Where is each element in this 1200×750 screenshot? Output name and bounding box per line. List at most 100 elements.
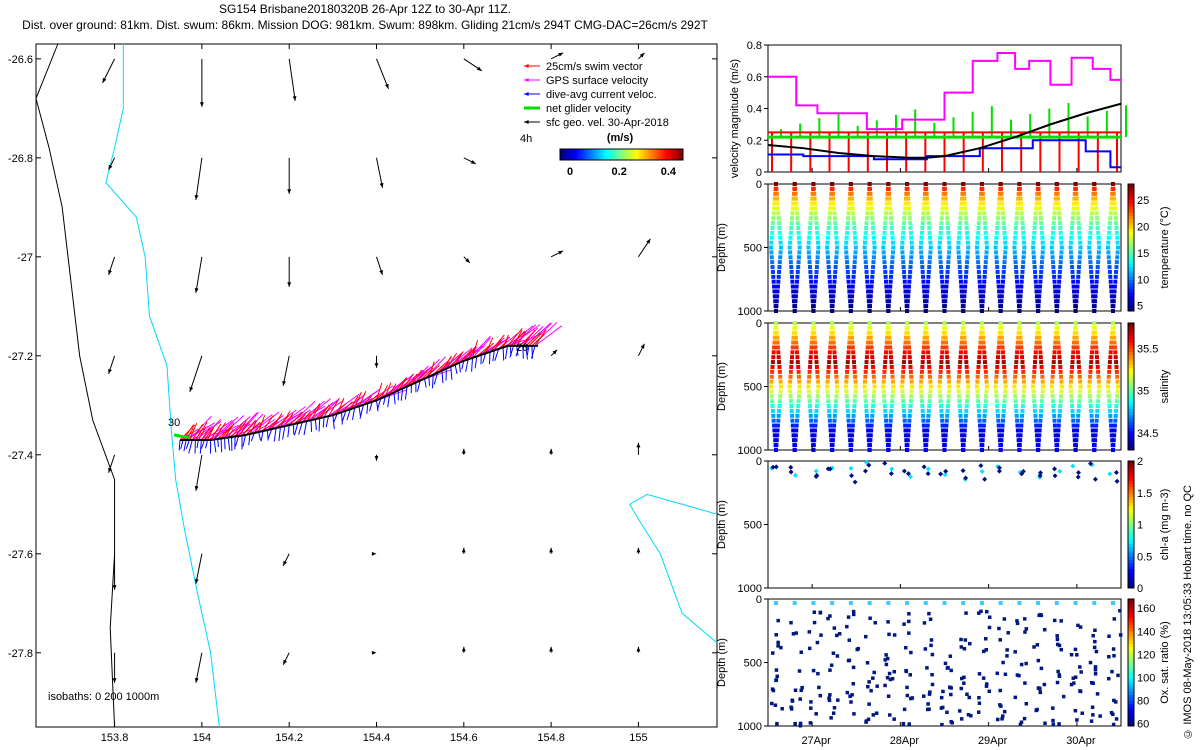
profile-sample — [965, 369, 970, 374]
profile-sample — [1075, 345, 1080, 350]
profile-sample — [775, 201, 780, 206]
sfc-velocity-arrow-head — [636, 646, 641, 652]
chl-sample — [996, 465, 1002, 471]
profile-sample — [883, 360, 888, 365]
colorbar-cell — [1128, 411, 1134, 416]
profile-sample — [1020, 265, 1025, 270]
profile-sample — [963, 284, 968, 289]
profile-sample — [790, 345, 795, 350]
profile-sample — [870, 360, 875, 365]
map-colorbar-cell — [576, 149, 579, 160]
profile-sample — [903, 335, 908, 340]
colorbar-cell — [1128, 608, 1134, 613]
profile-sample — [942, 309, 947, 313]
profile-sample — [812, 340, 817, 345]
velocity-tick-label: 0.4 — [747, 104, 762, 116]
profile-sample — [809, 340, 814, 345]
profile-sample — [994, 399, 999, 404]
profile-sample — [847, 196, 852, 201]
profile-sample — [891, 245, 896, 250]
profile-sample — [926, 408, 931, 413]
profile-sample — [1040, 240, 1045, 245]
profile-sample — [984, 394, 989, 399]
profile-sample — [1113, 418, 1118, 423]
profile-sample — [1114, 230, 1119, 235]
profile-sample — [1088, 404, 1093, 409]
colorbar-tick-label: 80 — [1137, 696, 1149, 708]
profile-sample — [844, 379, 849, 384]
profile-sample — [816, 245, 821, 250]
oxygen-sample — [1111, 647, 1116, 651]
oxygen-sample — [1111, 712, 1115, 717]
profile-sample — [978, 335, 983, 340]
colorbar-cell — [1128, 415, 1134, 419]
colorbar-cell — [1128, 672, 1134, 676]
profile-sample — [1017, 448, 1022, 452]
profile-sample — [806, 389, 811, 394]
profile-sample — [772, 294, 777, 299]
oxygen-sample — [851, 682, 856, 686]
profile-sample — [900, 384, 905, 389]
swim-vector — [349, 396, 359, 410]
profile-sample — [928, 240, 933, 245]
profile-sample — [1049, 245, 1054, 250]
profile-sample — [1055, 325, 1060, 330]
oxygen-sample — [1080, 711, 1085, 715]
profile-sample — [959, 284, 964, 289]
swim-vector — [241, 419, 257, 436]
profile-sample — [946, 369, 951, 374]
oxygen-sample — [928, 690, 932, 694]
oxygen-sample — [963, 638, 968, 642]
profile-sample — [888, 279, 893, 284]
profile-sample — [849, 304, 854, 309]
profile-sample — [1003, 250, 1008, 255]
profile-sample — [1052, 345, 1057, 350]
profile-sample — [956, 235, 961, 240]
profile-sample — [1055, 438, 1060, 443]
profile-sample — [999, 304, 1004, 309]
profile-sample — [890, 250, 895, 255]
profile-sample — [826, 369, 831, 374]
profile-sample — [830, 182, 835, 186]
profile-sample — [851, 408, 856, 413]
oxygen-sample — [1112, 617, 1117, 621]
profile-sample — [978, 340, 983, 345]
colorbar-cell — [1128, 703, 1134, 708]
profile-sample — [975, 389, 980, 394]
profile-sample — [996, 345, 1001, 350]
profile-sample — [994, 369, 999, 374]
profile-sample — [1038, 418, 1043, 423]
dac-vector — [369, 401, 373, 412]
oxygen-sample — [817, 685, 821, 690]
profile-sample — [887, 299, 892, 304]
map-y-tick-label: -27.2 — [8, 351, 33, 363]
profile-sample — [910, 245, 915, 250]
profile-sample — [1107, 260, 1112, 265]
colorbar-cell — [1128, 209, 1134, 214]
profile-sample — [845, 408, 850, 413]
profile-sample — [776, 418, 781, 423]
colorbar-cell — [1128, 713, 1134, 717]
oxygen-sample — [780, 706, 784, 711]
profile-sample — [887, 330, 892, 335]
profile-sample — [924, 191, 929, 196]
profile-sample — [1034, 345, 1039, 350]
profile-sample — [1032, 260, 1037, 265]
profile-sample — [977, 350, 982, 355]
profile-sample — [901, 230, 906, 235]
profile-sample — [926, 279, 931, 284]
profile-sample — [923, 448, 928, 452]
profile-sample — [793, 294, 798, 299]
profile-sample — [908, 404, 913, 409]
oxygen-sample — [771, 651, 775, 655]
profile-sample — [1092, 182, 1097, 186]
colorbar-cell — [1128, 643, 1134, 648]
profile-sample — [1001, 269, 1006, 274]
oxygen-sample — [1042, 682, 1047, 687]
colorbar-tick-label: 100 — [1137, 673, 1155, 685]
dac-vector — [267, 428, 273, 439]
swim-vector — [188, 422, 198, 441]
profile-sample — [846, 284, 851, 289]
oxygen-sample — [962, 681, 966, 685]
profile-sample — [947, 250, 952, 255]
